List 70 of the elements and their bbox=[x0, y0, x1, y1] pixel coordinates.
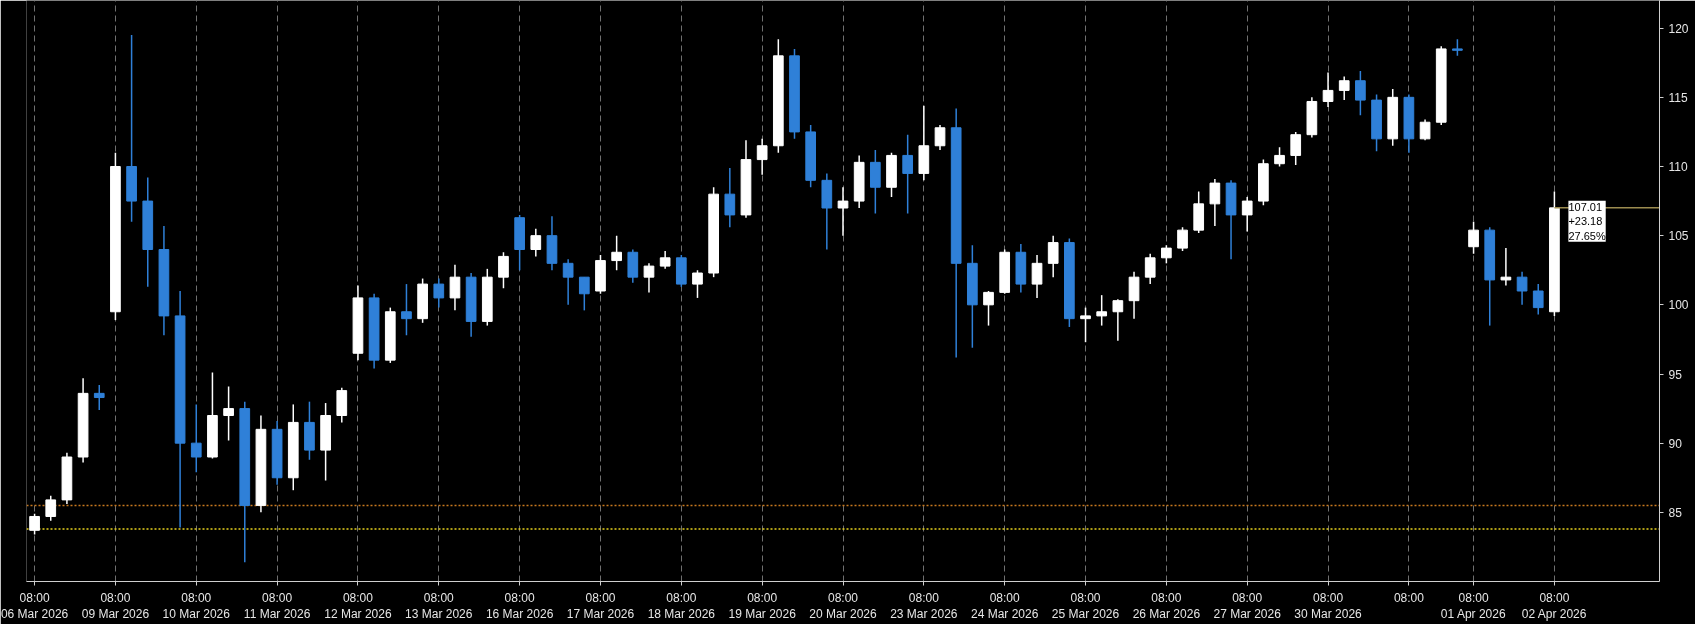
x-tick-label: 08:00 11 Mar 2026 bbox=[243, 590, 311, 622]
candlestick bbox=[1419, 118, 1431, 141]
x-tick-label: 08:00 10 Mar 2026 bbox=[162, 590, 231, 622]
candlestick bbox=[1047, 234, 1059, 278]
y-tick-label: 100 bbox=[1668, 298, 1689, 313]
candlestick bbox=[1500, 247, 1512, 287]
x-tick-label: 08:00 23 Mar 2026 bbox=[890, 590, 958, 622]
x-tick-label: 08:00 25 Mar 2026 bbox=[1051, 590, 1120, 622]
candlestick bbox=[1177, 226, 1188, 252]
x-tick-label: 08:00 06 Mar 2026 bbox=[0, 590, 69, 622]
candlestick bbox=[1290, 131, 1302, 166]
x-tick-label: 08:00 26 Mar 2026 bbox=[1132, 590, 1201, 622]
candlestick bbox=[902, 133, 914, 215]
candlestick bbox=[756, 138, 768, 176]
y-tick-label: 115 bbox=[1668, 90, 1688, 105]
candlestick bbox=[449, 263, 461, 312]
x-tick-label: 08:00 bbox=[1393, 590, 1425, 605]
y-tick-label: 85 bbox=[1668, 505, 1683, 520]
candlestick bbox=[1241, 196, 1253, 233]
candlestick bbox=[93, 384, 105, 411]
x-tick-label: 08:00 12 Mar 2026 bbox=[324, 590, 392, 622]
candlestick bbox=[1338, 75, 1350, 101]
candlestick bbox=[611, 234, 622, 271]
x-tick-label: 08:00 20 Mar 2026 bbox=[809, 590, 878, 622]
x-tick-label: 08:00 01 Apr 2026 bbox=[1440, 590, 1506, 622]
candlestick bbox=[562, 258, 574, 306]
candlestick bbox=[45, 494, 57, 522]
candlestick bbox=[1128, 270, 1140, 320]
x-tick-label: 08:00 09 Mar 2026 bbox=[81, 590, 150, 622]
candlestick bbox=[643, 262, 655, 294]
candlestick bbox=[1322, 71, 1334, 108]
candlestick bbox=[983, 290, 994, 327]
x-tick-label: 08:00 24 Mar 2026 bbox=[970, 590, 1039, 622]
candlestick bbox=[692, 269, 703, 299]
candlestick bbox=[934, 124, 946, 151]
x-tick-label: 08:00 02 Apr 2026 bbox=[1521, 590, 1587, 622]
candlestick bbox=[1355, 70, 1366, 117]
x-tick-label: 08:00 18 Mar 2026 bbox=[647, 590, 716, 622]
candlestick bbox=[498, 251, 509, 289]
candlestick bbox=[29, 512, 40, 536]
candlestick bbox=[190, 403, 202, 473]
candlestick bbox=[1031, 254, 1043, 299]
x-tick-label: 08:00 13 Mar 2026 bbox=[405, 590, 473, 622]
x-tick-label: 08:00 19 Mar 2026 bbox=[728, 590, 797, 622]
annotation: 107.01 +23.18 27.65% bbox=[1568, 200, 1606, 242]
candlestick bbox=[223, 385, 234, 442]
x-tick-label: 08:00 16 Mar 2026 bbox=[485, 590, 554, 622]
candlestick bbox=[1112, 298, 1124, 342]
y-tick-label: 110 bbox=[1668, 160, 1688, 174]
candlestick bbox=[1144, 252, 1156, 285]
y-tick-label: 105 bbox=[1668, 229, 1689, 244]
candlestick bbox=[1516, 270, 1528, 306]
candlestick bbox=[1209, 178, 1221, 227]
candlestick bbox=[1080, 306, 1091, 343]
y-tick-label: 90 bbox=[1668, 436, 1683, 451]
y-tick-label: 120 bbox=[1668, 21, 1689, 36]
candlestick bbox=[433, 277, 445, 309]
candlestick bbox=[1096, 294, 1108, 327]
candlestick bbox=[1532, 283, 1544, 316]
candlestick bbox=[1468, 221, 1479, 255]
candlestick bbox=[724, 167, 736, 229]
candlestick bbox=[401, 283, 412, 337]
x-tick-label: 08:00 17 Mar 2026 bbox=[566, 590, 635, 622]
candlestick bbox=[578, 276, 590, 312]
x-tick-label: 08:00 30 Mar 2026 bbox=[1294, 590, 1363, 622]
candlestick bbox=[1274, 146, 1285, 168]
x-tick-label: 08:00 27 Mar 2026 bbox=[1213, 590, 1282, 622]
candlestick bbox=[530, 228, 542, 258]
candlestick bbox=[837, 186, 849, 237]
y-tick-label: 95 bbox=[1668, 367, 1683, 382]
